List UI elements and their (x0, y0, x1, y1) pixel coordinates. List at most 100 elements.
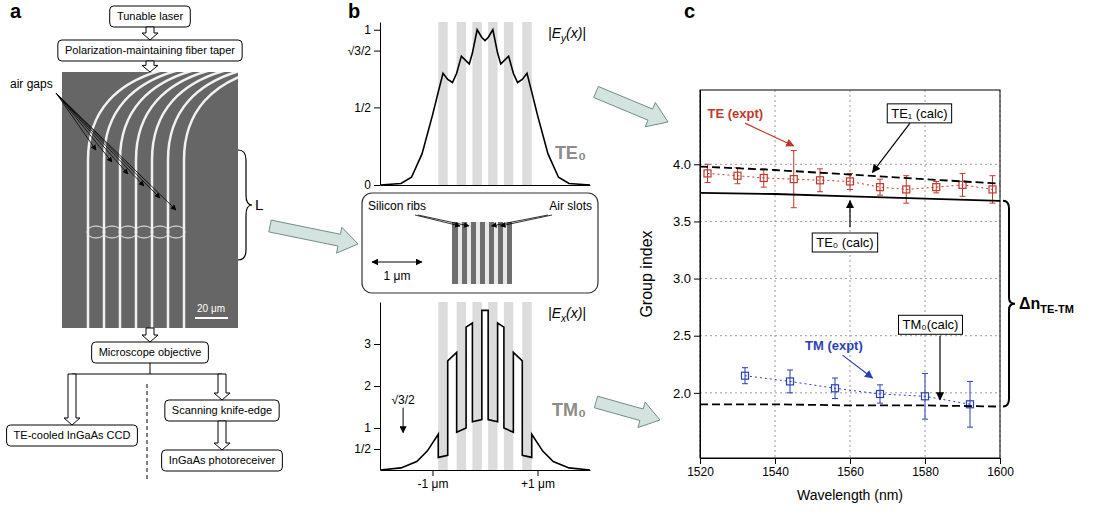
series-label: TE₀ (calc) (812, 233, 877, 252)
label-box (887, 104, 951, 123)
pointer-arrow (418, 215, 469, 226)
box-label: Microscope objective (99, 346, 202, 358)
data-point (832, 385, 839, 392)
flow-arrow (142, 27, 158, 40)
grid (700, 90, 1000, 458)
field-line (380, 30, 590, 185)
series-name: TE₀ (calc) (816, 235, 873, 250)
tick: 1540 (762, 458, 789, 479)
tick-label: +1 μm (521, 477, 555, 491)
pointer-arrow (939, 336, 940, 400)
rib-band (438, 302, 447, 470)
axis-line (380, 303, 381, 471)
divider (147, 384, 148, 482)
error-bar (960, 173, 966, 196)
error-bar (967, 381, 973, 427)
mode-label: TM₀ (552, 400, 586, 420)
annotation-part: Δn (1019, 295, 1040, 312)
pointer-arrow (843, 355, 873, 378)
pointer-arrow (56, 93, 128, 174)
flow-box: InGaAs photoreceiver (162, 450, 283, 471)
tick-mark (1000, 458, 1001, 464)
tick-mark (374, 51, 380, 52)
annotation-sub: TE-TM (1040, 303, 1074, 315)
tick-mark (694, 221, 700, 222)
data-point (817, 177, 824, 184)
tick-mark (374, 107, 380, 108)
tick-label: 1520 (687, 465, 714, 479)
error-bar (990, 176, 996, 203)
tick-label: 1/2 (354, 101, 371, 115)
ring-outline (103, 226, 121, 238)
branch-line (72, 363, 222, 374)
tick: 0 (364, 178, 380, 192)
box-frame (7, 425, 138, 446)
error-bar (832, 378, 838, 399)
error-bar (877, 385, 883, 403)
flow-box: TE-cooled InGaAs CCD (7, 425, 138, 446)
calc-line (700, 404, 1000, 406)
plot-area (700, 151, 1000, 428)
flow-arrow (142, 61, 158, 72)
error-bar (903, 176, 909, 203)
tick: 1520 (687, 458, 714, 479)
rib-band (504, 302, 513, 470)
tick-label: 1 (364, 421, 371, 435)
tick-label: 2 (364, 379, 371, 393)
plot-area (380, 302, 590, 470)
tick-mark (433, 470, 434, 476)
x-axis: -1 μm +1 μm (381, 470, 591, 491)
error-bar (742, 368, 748, 384)
mode-label: TE₀ (555, 143, 586, 163)
series-name: TE₁ (calc) (891, 106, 947, 121)
tick: 3.0 (673, 271, 700, 286)
rib-band (457, 22, 466, 185)
inset-label: Air slots (549, 199, 592, 213)
tick-mark (374, 185, 380, 186)
tick-label: √3/2 (348, 44, 372, 58)
tick-mark (538, 470, 539, 476)
error-bar (847, 173, 853, 189)
tick: 4.0 (673, 157, 700, 172)
tick: 2 (364, 379, 380, 393)
tick: 1 (364, 421, 380, 435)
y-axis: 1/2123 (354, 303, 380, 471)
calc-line (700, 193, 1000, 201)
data-point (903, 186, 910, 193)
box-frame (165, 400, 279, 421)
rib-band (457, 302, 466, 470)
panel-letter: c (684, 0, 695, 22)
tick-label: 1540 (762, 465, 789, 479)
rib-stripe (494, 222, 498, 284)
axis-title-part: (x)| (566, 305, 586, 321)
pointer-arrow (56, 93, 96, 150)
pointer-arrow (501, 215, 553, 226)
ring-outline (87, 226, 105, 238)
inset-image (452, 222, 512, 284)
tick-label: 1560 (837, 465, 864, 479)
tick-label: 0 (364, 178, 371, 192)
connector-line (708, 173, 993, 189)
tick: 3 (364, 337, 380, 351)
box-frame (92, 342, 209, 363)
annotation: ΔnTE-TM (1019, 295, 1074, 315)
flow-arrow (64, 374, 80, 425)
axis-line (700, 91, 701, 459)
error-bar (922, 373, 928, 419)
ring-outline (119, 226, 137, 238)
tick: 2.0 (673, 386, 700, 401)
panel-letter: b (348, 0, 360, 22)
tick-label: 3.5 (673, 214, 691, 229)
tick-label: 1600 (987, 465, 1014, 479)
grid-line (850, 90, 851, 458)
label-box (812, 233, 877, 252)
rib-band (522, 302, 531, 470)
series-label: TM₀(calc) (899, 315, 963, 334)
axis-title: Group index (638, 230, 655, 317)
tick: -1 μm (418, 470, 449, 491)
axis-title-part: |E (548, 305, 562, 321)
data-point (742, 372, 749, 379)
inset-frame (362, 193, 598, 293)
sem-image-content (87, 72, 238, 328)
series-label: TE₁ (calc) (887, 104, 951, 123)
